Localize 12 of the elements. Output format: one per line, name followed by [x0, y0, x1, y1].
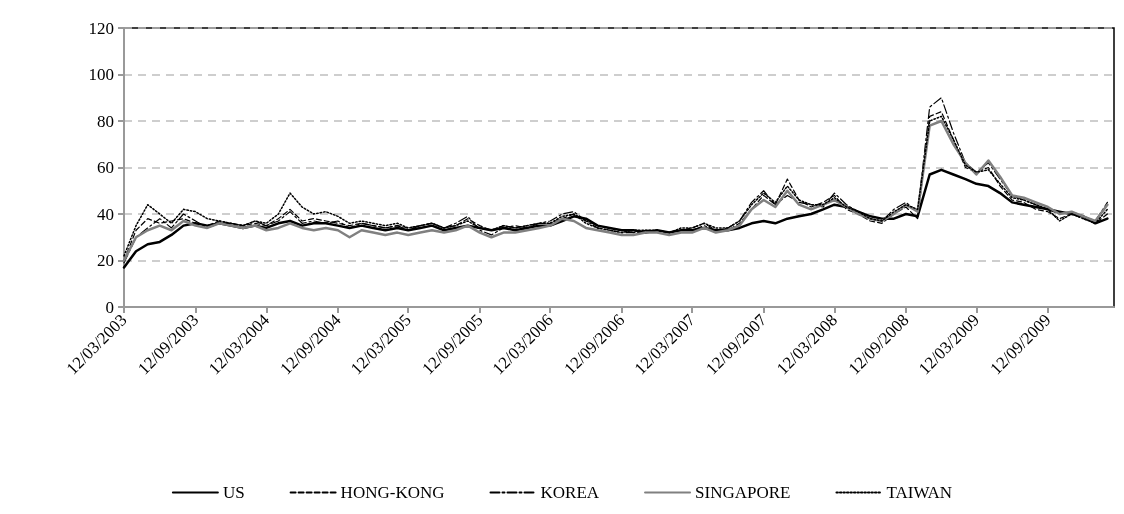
legend-label: HONG-KONG	[340, 483, 445, 502]
y-tick-label: 60	[97, 158, 114, 177]
y-tick-label: 20	[97, 251, 114, 270]
legend-label: KOREA	[540, 483, 600, 502]
y-tick-label: 120	[88, 18, 114, 38]
legend-label: TAIWAN	[886, 483, 953, 502]
y-tick-label: 100	[88, 65, 114, 84]
legend-label: SINGAPORE	[695, 483, 791, 502]
legend-label: US	[222, 483, 245, 502]
y-tick-label: 80	[97, 111, 114, 131]
y-tick-label: 0	[105, 297, 114, 317]
y-tick-label: 40	[97, 204, 114, 224]
